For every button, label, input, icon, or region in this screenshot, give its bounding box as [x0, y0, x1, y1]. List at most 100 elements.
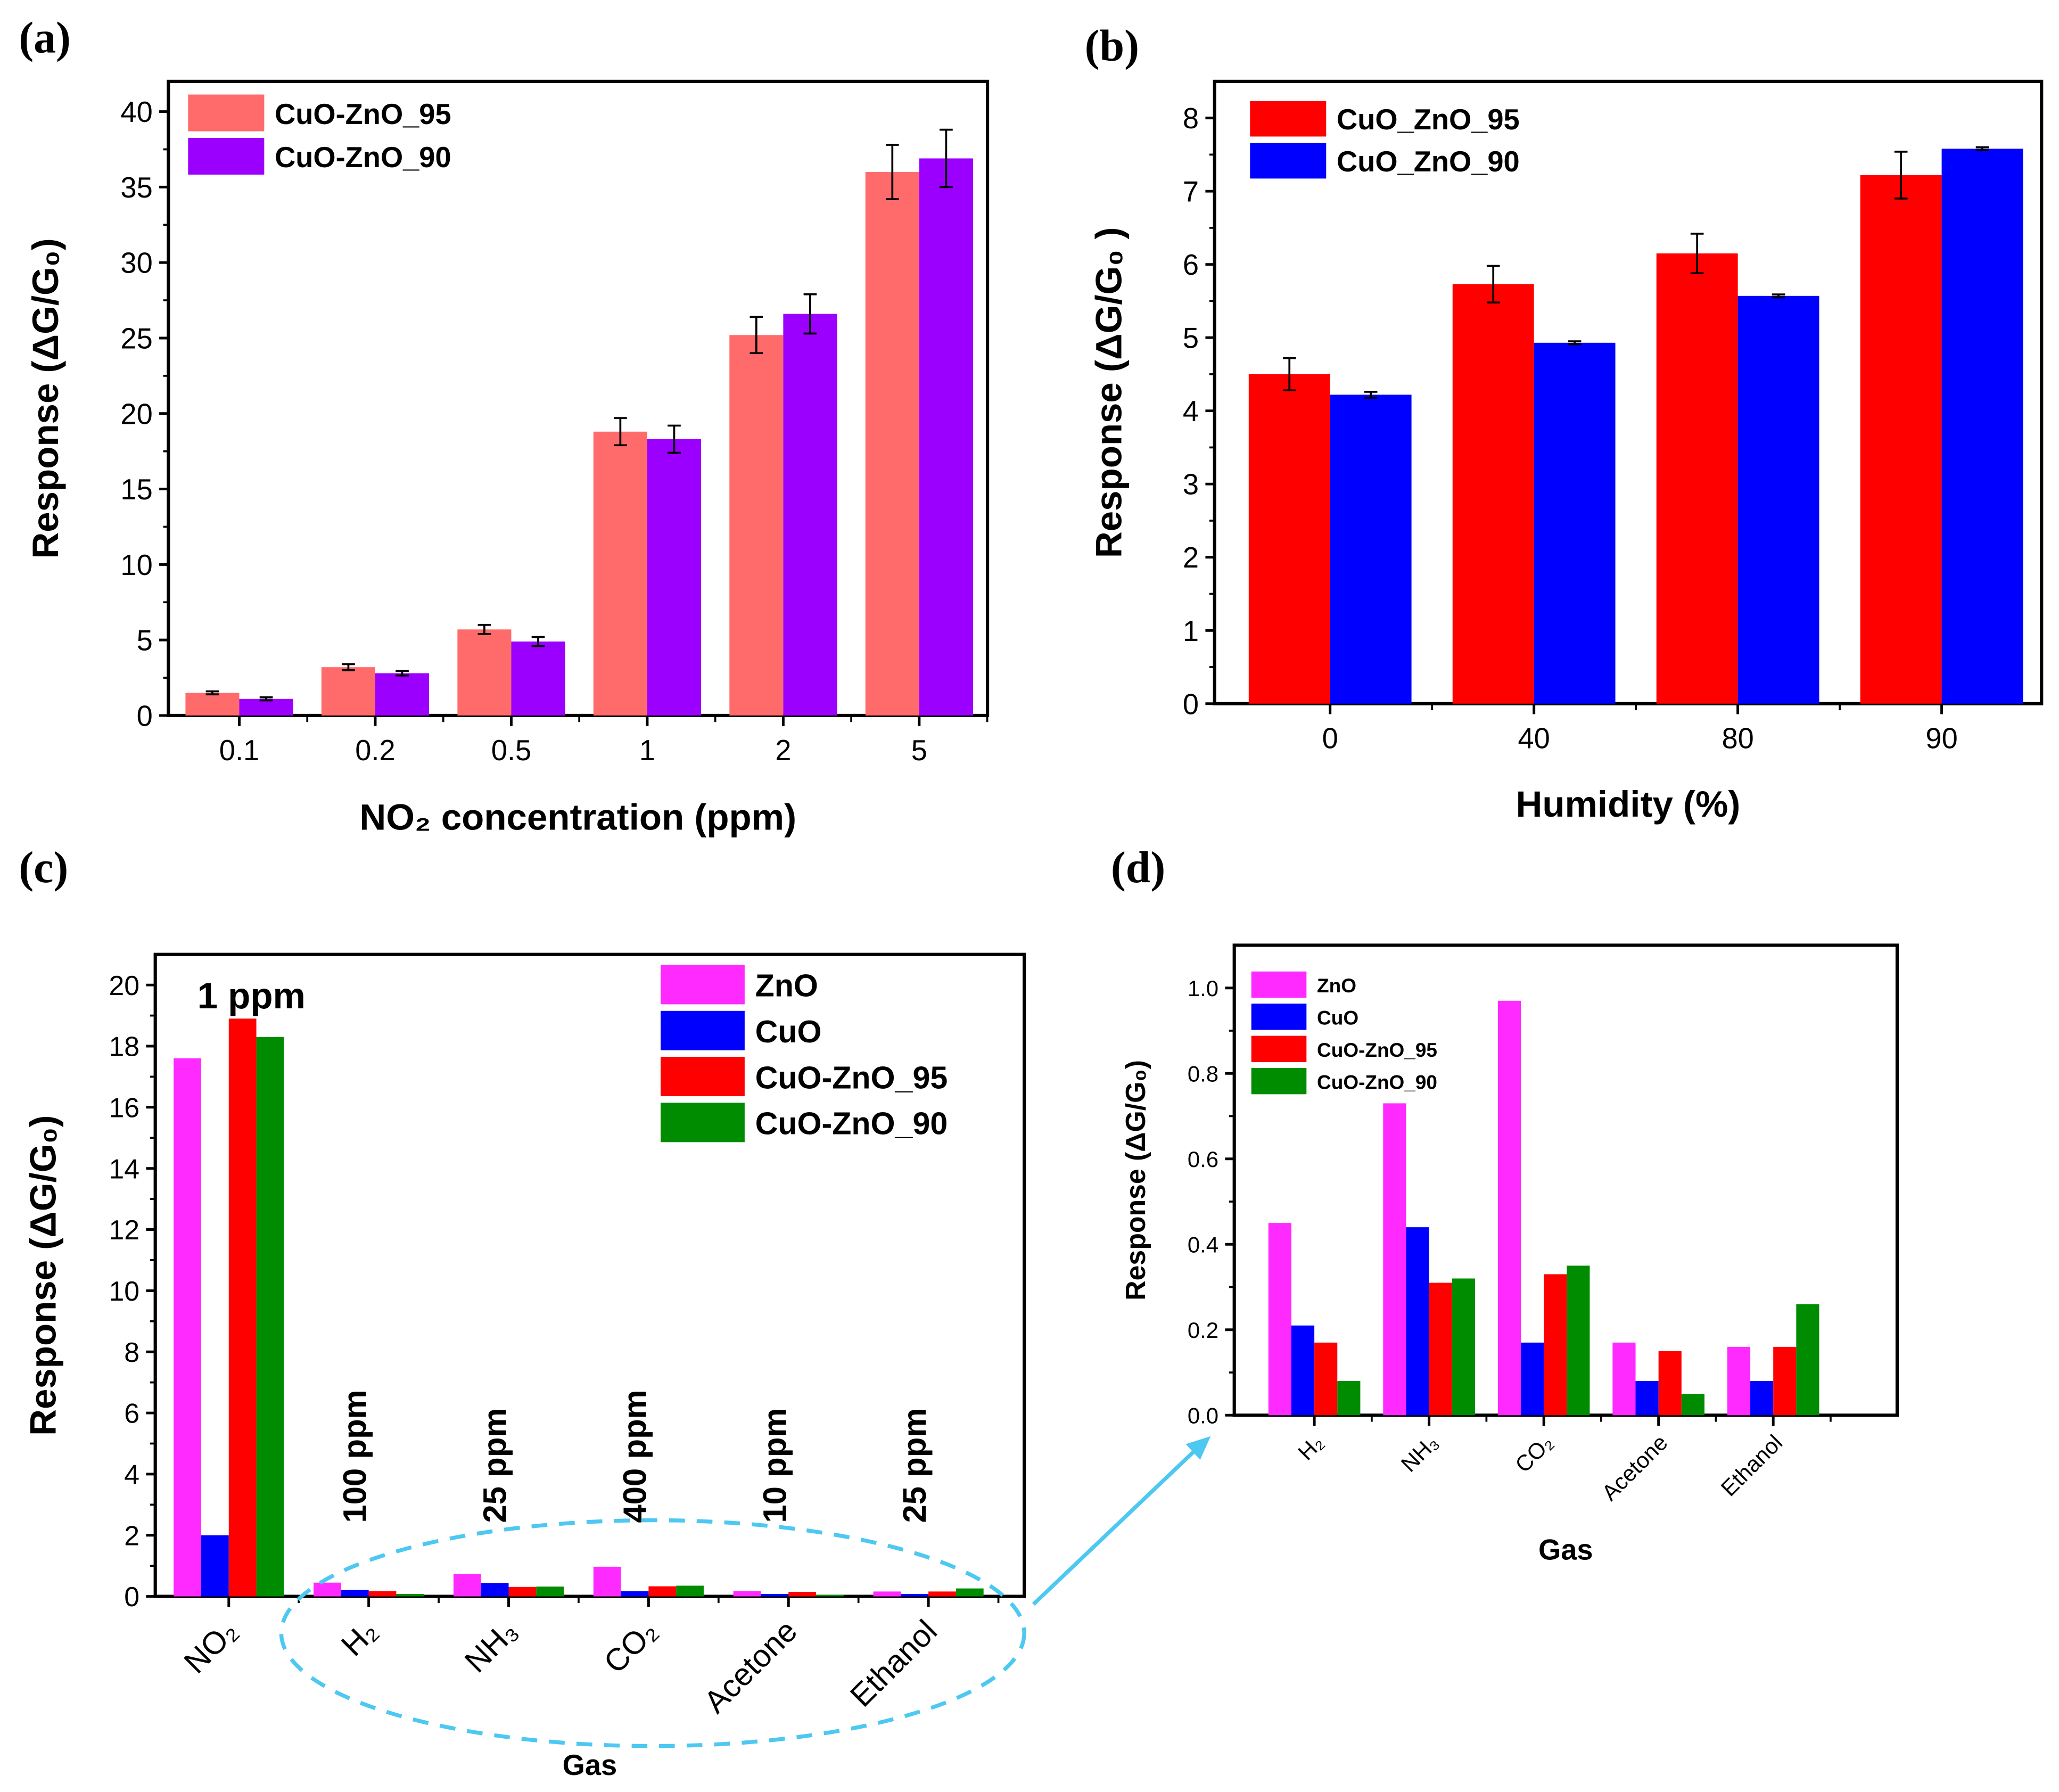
bar	[729, 335, 784, 716]
y-tick-label: 2	[1183, 542, 1199, 574]
bar	[201, 1535, 229, 1597]
bar	[956, 1588, 984, 1597]
x-tick-label: 1	[639, 735, 655, 767]
y-tick-label: 0.8	[1188, 1061, 1218, 1086]
legend-label: ZnO	[755, 968, 818, 1004]
bar	[1727, 1346, 1751, 1416]
bar	[511, 641, 565, 716]
bar	[508, 1587, 537, 1597]
y-tick-label: 20	[109, 970, 140, 1001]
y-tick-label: 4	[1183, 396, 1199, 428]
y-tick-label: 0.2	[1188, 1318, 1218, 1343]
bar	[1248, 374, 1330, 704]
bar	[761, 1593, 789, 1597]
legend-label: CuO	[1317, 1007, 1358, 1029]
legend-label: CuO-ZnO_95	[755, 1059, 948, 1095]
bar	[1291, 1325, 1315, 1416]
x-tick-label: Acetone	[697, 1613, 804, 1720]
x-tick-label: H₂	[1293, 1430, 1328, 1465]
x-tick-label: 40	[1518, 723, 1550, 755]
bar	[1337, 1381, 1361, 1416]
y-tick-label: 30	[120, 248, 152, 280]
legend-label: CuO-ZnO_90	[755, 1106, 948, 1141]
bar	[457, 629, 512, 716]
legend-swatch	[661, 1103, 745, 1142]
y-tick-label: 7	[1183, 176, 1199, 208]
y-tick-label: 0.0	[1188, 1403, 1218, 1428]
x-axis-label: Gas	[1538, 1534, 1593, 1566]
legend-swatch	[661, 965, 745, 1005]
concentration-label: 400 ppm	[616, 1390, 653, 1523]
bar	[788, 1591, 817, 1597]
x-tick-label: 2	[775, 735, 791, 767]
y-tick-label: 5	[1183, 323, 1199, 355]
highlight-ellipse	[279, 1518, 1026, 1748]
bar	[1314, 1342, 1338, 1416]
bar	[1796, 1304, 1819, 1416]
bar	[1520, 1342, 1544, 1416]
y-tick-label: 8	[1183, 103, 1199, 135]
y-tick-label: 10	[120, 549, 152, 581]
y-tick-label: 0	[124, 1581, 139, 1612]
y-tick-label: 0.6	[1188, 1147, 1218, 1172]
chart-d: 0.0 0.2 0.4 0.6 0.8 1.0 H₂ NH₃ CO₂ Acetone Ethanol…	[1120, 943, 1899, 1566]
bar	[481, 1583, 509, 1597]
concentration-label: 1 ppm	[197, 975, 306, 1016]
y-tick-label: 4	[124, 1459, 139, 1490]
concentration-label: 10 ppm	[756, 1408, 793, 1523]
y-tick-label: 16	[109, 1092, 140, 1123]
bar	[901, 1593, 929, 1597]
y-axis-label: Response (ΔG/G₀)	[24, 238, 66, 558]
bar	[593, 1566, 621, 1597]
bar	[174, 1058, 201, 1597]
x-tick-label: 0.1	[219, 735, 259, 767]
y-tick-label: 25	[120, 323, 152, 355]
x-tick-label: CO₂	[597, 1613, 664, 1680]
bar	[1773, 1346, 1797, 1416]
bar	[1429, 1283, 1452, 1416]
bar	[1681, 1394, 1704, 1416]
x-axis-label: NO₂ concentration (ppm)	[359, 796, 796, 837]
x-tick-label: 5	[911, 735, 927, 767]
concentration-label: 25 ppm	[896, 1408, 933, 1523]
y-tick-label: 6	[124, 1398, 139, 1429]
y-tick-label: 0	[1183, 688, 1199, 720]
bar	[453, 1574, 481, 1597]
y-tick-label: 0	[137, 700, 153, 732]
bar	[185, 693, 240, 716]
bar	[1383, 1103, 1406, 1416]
y-tick-label: 5	[137, 625, 153, 657]
y-tick-label: 14	[109, 1153, 140, 1184]
y-tick-label: 12	[109, 1214, 140, 1245]
plot-frame	[167, 79, 990, 718]
bar	[1452, 1278, 1475, 1416]
legend-label: CuO-ZnO_90	[275, 142, 451, 174]
y-tick-label: 1.0	[1188, 976, 1218, 1001]
x-tick-label: CO₂	[1510, 1430, 1558, 1477]
concentration-label: 25 ppm	[477, 1408, 514, 1523]
bar	[1567, 1265, 1590, 1416]
bar	[536, 1587, 564, 1597]
panel-label-a: (a)	[19, 13, 71, 63]
y-tick-label: 15	[120, 474, 152, 506]
legend-label: CuO-ZnO_90	[1317, 1071, 1437, 1093]
bar	[396, 1593, 424, 1597]
x-tick-label: H₂	[334, 1613, 384, 1663]
bar	[865, 172, 919, 716]
panel-label-d: (d)	[1111, 843, 1165, 892]
bar	[341, 1590, 369, 1597]
x-tick-label: 0.5	[491, 735, 531, 767]
x-tick-label: NH₃	[1396, 1430, 1443, 1477]
bar	[1497, 1000, 1521, 1416]
chart-c: 0 2 4 6 8 10 12 14 16 18 20 NO₂ H₂ NH₃ CO₂ Acetone Ethan…	[22, 952, 1026, 1781]
x-tick-label: 80	[1722, 723, 1753, 755]
x-axis-label: Humidity (%)	[1516, 783, 1741, 825]
bar	[368, 1591, 397, 1597]
legend-label: CuO-ZnO_95	[1317, 1039, 1437, 1061]
bar	[648, 1586, 677, 1597]
y-tick-label: 3	[1183, 469, 1199, 501]
